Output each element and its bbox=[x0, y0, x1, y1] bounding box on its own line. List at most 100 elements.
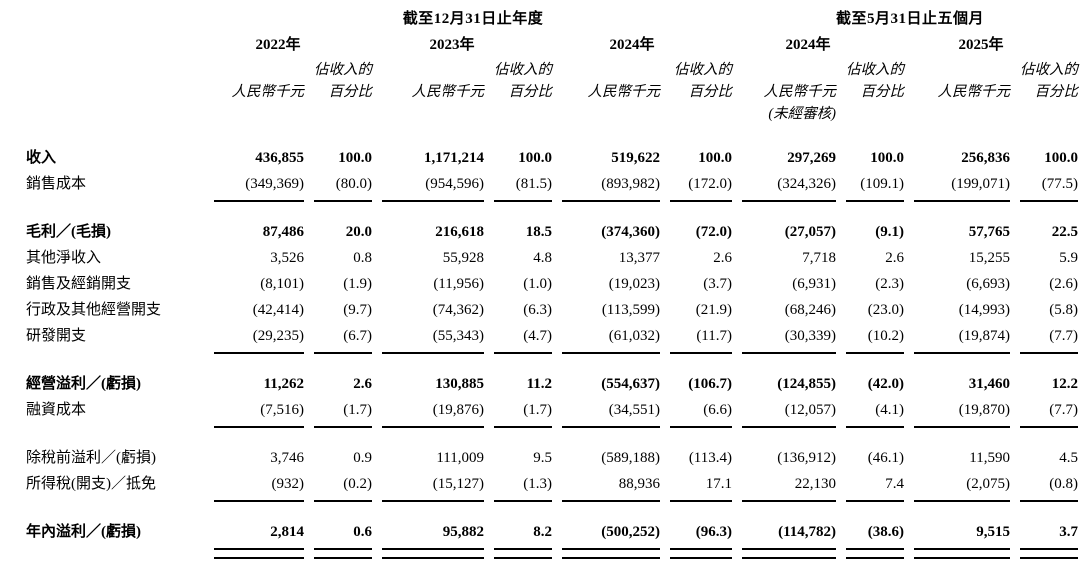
value-cell: (77.5) bbox=[1041, 176, 1078, 192]
rule-line bbox=[382, 500, 484, 502]
rule-line bbox=[214, 352, 304, 354]
rule-line bbox=[670, 200, 732, 202]
value-cell: 87,486 bbox=[262, 224, 304, 240]
table-row: 銷售成本 (349,369) (80.0) (954,596) (81.5) (893,9… bbox=[26, 171, 1078, 197]
value-cell: (1.7) bbox=[523, 402, 552, 418]
rule-line bbox=[846, 548, 904, 559]
rule-line bbox=[494, 200, 552, 202]
unaudited-note: (未經審核) bbox=[768, 106, 836, 122]
rule-line bbox=[314, 200, 372, 202]
value-cell: 8.2 bbox=[533, 524, 552, 540]
value-cell: (6.3) bbox=[523, 302, 552, 318]
pct-caption: 佔收入的 bbox=[1020, 62, 1078, 78]
value-cell: (7.7) bbox=[1049, 328, 1078, 344]
rule-line bbox=[914, 352, 1010, 354]
rule-line bbox=[1020, 426, 1078, 428]
value-cell: (34,551) bbox=[608, 402, 660, 418]
header-year-row: 2022年 2023年 2024年 2024年 2025年 bbox=[26, 30, 1076, 60]
rule-line bbox=[214, 548, 304, 559]
value-cell: 3.7 bbox=[1059, 524, 1078, 540]
value-cell: (19,870) bbox=[958, 402, 1010, 418]
row-label: 經營溢利／(虧損) bbox=[26, 376, 141, 392]
value-cell: 55,928 bbox=[442, 250, 484, 266]
value-cell: 100.0 bbox=[698, 150, 732, 166]
section-gap bbox=[26, 354, 1076, 371]
value-cell: (554,637) bbox=[601, 376, 660, 392]
value-cell: 0.6 bbox=[353, 524, 372, 540]
table-row: 研發開支 (29,235) (6.7) (55,343) (4.7) (61,032) (1… bbox=[26, 323, 1078, 349]
table-row: 行政及其他經營開支 (42,414) (9.7) (74,362) (6.3) (113,… bbox=[26, 297, 1078, 323]
value-cell: (42,414) bbox=[252, 302, 304, 318]
value-cell: (8,101) bbox=[260, 276, 304, 292]
value-cell: (27,057) bbox=[784, 224, 836, 240]
value-cell: 7.4 bbox=[885, 476, 904, 492]
rule-line bbox=[494, 500, 552, 502]
amount-unit-header: 人民幣千元 bbox=[411, 84, 485, 100]
value-cell: (2.3) bbox=[875, 276, 904, 292]
value-cell: (2.6) bbox=[1049, 276, 1078, 292]
rule-line bbox=[494, 352, 552, 354]
single-rule-row bbox=[26, 352, 1078, 354]
value-cell: (10.2) bbox=[867, 328, 904, 344]
rule-line bbox=[1020, 200, 1078, 202]
value-cell: 3,746 bbox=[270, 450, 304, 466]
value-cell: (893,982) bbox=[601, 176, 660, 192]
value-cell: (11,956) bbox=[433, 276, 484, 292]
value-cell: (38.6) bbox=[867, 524, 904, 540]
value-cell: 20.0 bbox=[345, 224, 372, 240]
value-cell: 100.0 bbox=[1044, 150, 1078, 166]
value-cell: 1,171,214 bbox=[424, 150, 484, 166]
value-cell: 297,269 bbox=[787, 150, 836, 166]
single-rule-row bbox=[26, 200, 1078, 202]
value-cell: 256,836 bbox=[961, 150, 1010, 166]
value-cell: (0.8) bbox=[1049, 476, 1078, 492]
pct-unit-header: 百分比 bbox=[328, 84, 373, 100]
rule-line bbox=[314, 548, 372, 559]
pct-caption: 佔收入的 bbox=[846, 62, 904, 78]
value-cell: (136,912) bbox=[777, 450, 836, 466]
amount-unit-header: 人民幣千元 bbox=[231, 84, 305, 100]
value-cell: (42.0) bbox=[867, 376, 904, 392]
pct-caption: 佔收入的 bbox=[494, 62, 552, 78]
value-cell: (11.7) bbox=[696, 328, 732, 344]
rule-line bbox=[846, 200, 904, 202]
value-cell: (1.7) bbox=[343, 402, 372, 418]
value-cell: 95,882 bbox=[442, 524, 484, 540]
value-cell: 9,515 bbox=[976, 524, 1010, 540]
value-cell: (374,360) bbox=[601, 224, 660, 240]
value-cell: 22,130 bbox=[794, 476, 836, 492]
value-cell: (932) bbox=[271, 476, 305, 492]
rule-line bbox=[914, 548, 1010, 559]
row-label: 其他淨收入 bbox=[26, 250, 102, 266]
amount-unit-header: 人民幣千元 bbox=[587, 84, 661, 100]
header-pct-caption-row: 佔收入的 佔收入的 佔收入的 佔收入的 佔收入的 bbox=[26, 60, 1078, 81]
value-cell: 4.5 bbox=[1059, 450, 1078, 466]
header-note-row: (未經審核) bbox=[26, 103, 1076, 126]
value-cell: (74,362) bbox=[432, 302, 484, 318]
value-cell: (81.5) bbox=[515, 176, 552, 192]
table-row: 所得稅(開支)／抵免 (932) (0.2) (15,127) (1.3) 88,936 1… bbox=[26, 471, 1078, 497]
header-group-row: 截至12月31日止年度 截至5月31日止五個月 bbox=[26, 8, 1076, 30]
value-cell: 18.5 bbox=[525, 224, 552, 240]
rule-line bbox=[1020, 352, 1078, 354]
rule-line bbox=[314, 352, 372, 354]
table-row: 銷售及經銷開支 (8,101) (1.9) (11,956) (1.0) (19,023)… bbox=[26, 271, 1078, 297]
value-cell: 31,460 bbox=[968, 376, 1010, 392]
value-cell: (324,326) bbox=[777, 176, 836, 192]
rule-line bbox=[1020, 548, 1078, 559]
year-header: 2023年 bbox=[429, 37, 475, 53]
value-cell: (114,782) bbox=[778, 524, 836, 540]
rule-line bbox=[846, 426, 904, 428]
rule-line bbox=[742, 500, 836, 502]
table-body: 收入 436,855 100.0 1,171,214 100.0 519,622 100.0… bbox=[26, 145, 1078, 559]
rule-line bbox=[562, 426, 660, 428]
value-cell: 436,855 bbox=[255, 150, 304, 166]
rule-line bbox=[214, 200, 304, 202]
value-cell: (12,057) bbox=[784, 402, 836, 418]
value-cell: (55,343) bbox=[432, 328, 484, 344]
table-row: 其他淨收入 3,526 0.8 55,928 4.8 13,377 2.6 7,718 2.6 1… bbox=[26, 245, 1078, 271]
value-cell: 100.0 bbox=[338, 150, 372, 166]
value-cell: (68,246) bbox=[784, 302, 836, 318]
rule-line bbox=[742, 548, 836, 559]
